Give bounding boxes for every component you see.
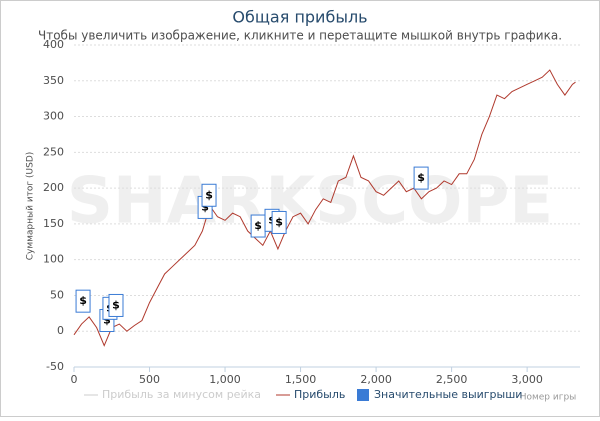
big-win-label: $	[205, 188, 213, 201]
big-win-box	[271, 210, 287, 234]
y-tick-label: 300	[43, 110, 64, 123]
big-win-label: $	[417, 171, 425, 184]
big-win-label: $	[79, 294, 87, 307]
y-tick-label: 150	[43, 217, 64, 230]
big-win-box	[413, 166, 429, 190]
watermark: SHARKSCOPE	[67, 165, 553, 239]
y-tick-label: 350	[43, 74, 64, 87]
legend-label[interactable]: Прибыль за минусом рейка	[102, 388, 261, 401]
y-axis-label: Суммарный итог (USD)	[26, 152, 36, 261]
big-win-label: $	[201, 200, 209, 213]
legend-swatch	[357, 389, 369, 401]
y-tick-label: 400	[43, 38, 64, 51]
chart-subtitle: Чтобы увеличить изображение, кликните и …	[38, 29, 562, 43]
big-win-box	[75, 289, 91, 313]
big-win-box	[201, 183, 217, 207]
x-tick-label: 3,000	[511, 373, 543, 386]
y-tick-label: 200	[43, 181, 64, 194]
big-win-marker: $	[75, 289, 91, 313]
chart-title: Общая прибыль	[232, 8, 367, 27]
big-win-marker: $	[250, 214, 266, 238]
legend-label[interactable]: Прибыль	[294, 388, 345, 401]
y-tick-label: -50	[46, 360, 64, 373]
big-win-label: $	[275, 215, 283, 228]
big-win-label: $	[112, 298, 120, 311]
y-tick-label: 50	[50, 288, 64, 301]
x-tick-label: 2,500	[436, 373, 468, 386]
big-win-box	[108, 293, 124, 317]
y-tick-label: 100	[43, 253, 64, 266]
x-tick-label: 2,000	[360, 373, 392, 386]
y-tick-label: 0	[57, 324, 64, 337]
x-tick-label: 500	[139, 373, 160, 386]
big-win-marker: $	[108, 293, 124, 317]
big-win-marker: $	[271, 210, 287, 234]
y-tick-label: 250	[43, 145, 64, 158]
x-tick-label: 0	[71, 373, 78, 386]
x-tick-label: 1,000	[209, 373, 241, 386]
profit-line	[73, 69, 576, 347]
x-axis-label: Номер игры	[520, 393, 577, 403]
big-win-label: $	[254, 219, 262, 232]
big-win-marker: $	[413, 166, 429, 190]
x-tick-label: 1,500	[285, 373, 317, 386]
legend-label[interactable]: Значительные выигрыши	[374, 388, 522, 401]
big-win-marker: $	[201, 183, 217, 207]
big-win-label: $	[103, 313, 111, 326]
